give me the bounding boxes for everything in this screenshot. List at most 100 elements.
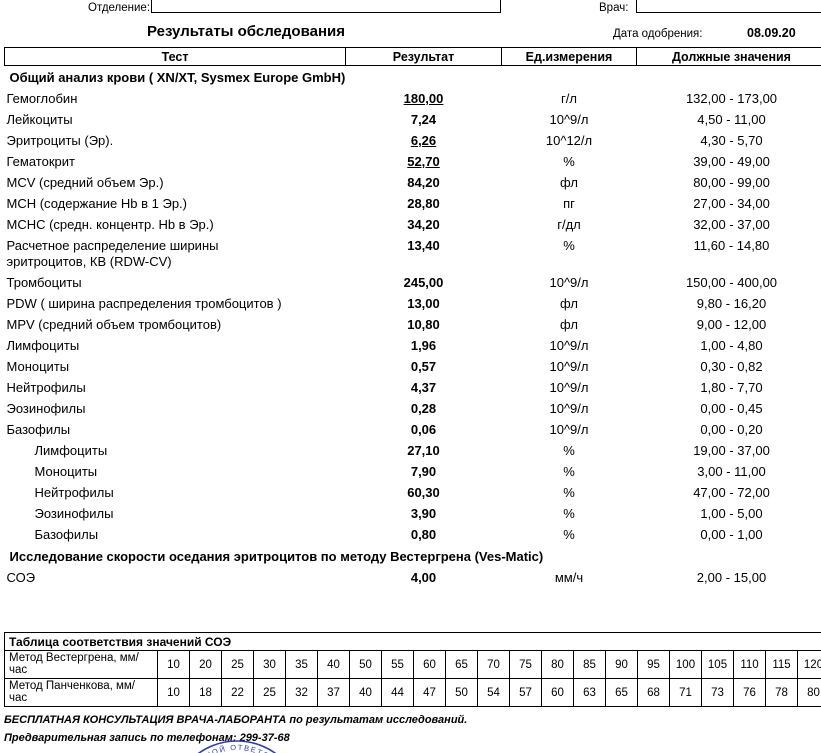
soe-value-cell: 30 bbox=[253, 651, 285, 678]
soe-value-cell: 78 bbox=[765, 679, 797, 706]
result-row: Лейкоциты 7,24 10^9/л 4,50 - 11,00 bbox=[5, 109, 821, 130]
section-title-row: Исследование скорости оседания эритроцит… bbox=[5, 545, 821, 567]
unit-cell: % bbox=[563, 154, 575, 169]
soe-value-cell: 50 bbox=[349, 651, 381, 678]
doctor-field bbox=[636, 0, 821, 13]
result-row: MCHC (средн. концентр. Hb в Эр.) 34,20 г… bbox=[5, 214, 821, 235]
reference-range-cell: 39,00 - 49,00 bbox=[693, 154, 770, 169]
result-value-cell: 7,90 bbox=[346, 461, 502, 482]
soe-values-westergren: 10 20 25 30 35 40 50 55 60 65 70 75 80 85 90 95 100 105 11… bbox=[157, 651, 821, 678]
form-header: Отделение: Врач: bbox=[0, 0, 821, 16]
result-value-cell: 4,00 bbox=[346, 567, 502, 588]
test-name-cell: Расчетное распределение ширины эритроцит… bbox=[6, 238, 219, 269]
test-name-cell: Нейтрофилы bbox=[34, 485, 114, 500]
stamp-text: С ОГРАНИЧЕННОЙ ОТВЕТСТВЕННОСТЬЮ bbox=[162, 735, 300, 753]
reference-range-cell: 132,00 - 173,00 bbox=[685, 91, 778, 106]
result-value-cell: 34,20 bbox=[346, 214, 502, 235]
test-name-cell: MCV (средний объем Эр.) bbox=[6, 175, 164, 190]
result-row: Расчетное распределение ширины эритроцит… bbox=[5, 235, 821, 272]
stamp-seal-icon: С ОГРАНИЧЕННОЙ ОТВЕТСТВЕННОСТЬЮ bbox=[162, 735, 301, 753]
result-value-cell: 27,10 bbox=[346, 440, 502, 461]
consultation-note: БЕСПЛАТНАЯ КОНСУЛЬТАЦИЯ ВРАЧА-ЛАБОРАНТА … bbox=[4, 714, 468, 726]
result-value: 10,80 bbox=[407, 317, 440, 332]
reference-range-cell: 0,30 - 0,82 bbox=[700, 359, 763, 374]
unit-cell: 10^9/л bbox=[549, 401, 589, 416]
approval-date-value: 08.09.20 bbox=[747, 26, 796, 40]
result-row: PDW ( ширина распределения тромбоцитов )… bbox=[5, 293, 821, 314]
soe-correspondence-table: Таблица соответствия значений СОЭ Метод … bbox=[4, 632, 821, 707]
result-value: 60,30 bbox=[407, 485, 440, 500]
result-row: MPV (средний объем тромбоцитов) 10,80 фл… bbox=[5, 314, 821, 335]
test-name-cell: MCHC (средн. концентр. Hb в Эр.) bbox=[6, 217, 214, 232]
result-value-cell: 3,90 bbox=[346, 503, 502, 524]
reference-range-cell: 2,00 - 15,00 bbox=[696, 570, 767, 585]
result-value: 4,37 bbox=[410, 380, 437, 395]
department-field bbox=[151, 0, 501, 13]
soe-value-cell: 120 bbox=[797, 651, 821, 678]
test-name-cell: Гемоглобин bbox=[6, 91, 78, 106]
result-row: Гемоглобин 180,00 г/л 132,00 - 173,00 bbox=[5, 88, 821, 109]
result-row: Лимфоциты 1,96 10^9/л 1,00 - 4,80 bbox=[5, 335, 821, 356]
soe-value-cell: 10 bbox=[157, 679, 189, 706]
unit-cell: 10^9/л bbox=[549, 112, 589, 127]
soe-value-cell: 37 bbox=[317, 679, 349, 706]
test-name-cell: Базофилы bbox=[34, 527, 99, 542]
soe-value-cell: 115 bbox=[765, 651, 797, 678]
reference-range-cell: 32,00 - 37,00 bbox=[693, 217, 770, 232]
result-value: 0,28 bbox=[410, 401, 437, 416]
soe-value-cell: 54 bbox=[477, 679, 509, 706]
result-value: 180,00 bbox=[403, 91, 444, 106]
soe-values-panchenkov: 10 18 22 25 32 37 40 44 47 50 54 57 60 63 65 68 71 73 76 78… bbox=[157, 679, 821, 706]
reference-range-cell: 150,00 - 400,00 bbox=[685, 275, 778, 290]
section-0-header: Общий анализ крови ( XN/XT, Sysmex Europ… bbox=[5, 66, 821, 89]
test-name-cell: Моноциты bbox=[34, 464, 98, 479]
result-row: Базофилы 0,06 10^9/л 0,00 - 0,20 bbox=[5, 419, 821, 440]
test-name-cell: MCH (содержание Hb в 1 Эр.) bbox=[6, 196, 188, 211]
reference-range-cell: 19,00 - 37,00 bbox=[693, 443, 770, 458]
unit-cell: 10^9/л bbox=[549, 422, 589, 437]
reference-range-cell: 1,80 - 7,70 bbox=[700, 380, 763, 395]
result-row: Эозинофилы 0,28 10^9/л 0,00 - 0,45 bbox=[5, 398, 821, 419]
result-value: 13,00 bbox=[407, 296, 440, 311]
soe-value-cell: 110 bbox=[733, 651, 765, 678]
column-header-reference: Должные значения bbox=[636, 47, 821, 66]
soe-value-cell: 90 bbox=[605, 651, 637, 678]
result-value: 1,96 bbox=[410, 338, 437, 353]
section-title: Исследование скорости оседания эритроцит… bbox=[9, 549, 544, 564]
soe-value-cell: 80 bbox=[797, 679, 821, 706]
section-title-row: Общий анализ крови ( XN/XT, Sysmex Europ… bbox=[5, 66, 821, 89]
result-value-cell: 0,57 bbox=[346, 356, 502, 377]
soe-row-panchenkov: Метод Панченкова, мм/час 10 18 22 25 32 37 40 4… bbox=[5, 679, 821, 706]
doctor-label: Врач: bbox=[599, 2, 629, 14]
unit-cell: пг bbox=[563, 196, 575, 211]
soe-value-cell: 10 bbox=[157, 651, 189, 678]
soe-value-cell: 73 bbox=[701, 679, 733, 706]
soe-method-label: Метод Вестергрена, мм/час bbox=[9, 652, 139, 676]
result-row: Моноциты 7,90 % 3,00 - 11,00 bbox=[5, 461, 821, 482]
svg-text:С ОГРАНИЧЕННОЙ ОТВЕТСТВЕННОСТЬ: С ОГРАНИЧЕННОЙ ОТВЕТСТВЕННОСТЬЮ bbox=[162, 735, 301, 753]
department-label: Отделение: bbox=[88, 2, 151, 14]
result-value-cell: 52,70 bbox=[346, 151, 502, 172]
reference-range-cell: 27,00 - 34,00 bbox=[693, 196, 770, 211]
unit-cell: 10^9/л bbox=[549, 380, 589, 395]
unit-cell: мм/ч bbox=[554, 570, 584, 585]
soe-value-cell: 18 bbox=[189, 679, 221, 706]
reference-range-cell: 80,00 - 99,00 bbox=[693, 175, 770, 190]
result-value: 0,06 bbox=[410, 422, 437, 437]
soe-value-cell: 60 bbox=[413, 651, 445, 678]
test-name-cell: MPV (средний объем тромбоцитов) bbox=[6, 317, 222, 332]
soe-value-cell: 80 bbox=[541, 651, 573, 678]
unit-cell: % bbox=[563, 443, 575, 458]
test-name-cell: Тромбоциты bbox=[6, 275, 82, 290]
section-0-rows: Гемоглобин 180,00 г/л 132,00 - 173,00 Ле… bbox=[5, 88, 821, 545]
soe-value-cell: 100 bbox=[669, 651, 701, 678]
result-value-cell: 60,30 bbox=[346, 482, 502, 503]
unit-cell: фл bbox=[560, 317, 578, 332]
result-value: 0,57 bbox=[410, 359, 437, 374]
reference-range-cell: 11,60 - 14,80 bbox=[693, 238, 770, 253]
unit-cell: % bbox=[563, 485, 575, 500]
soe-value-cell: 71 bbox=[669, 679, 701, 706]
result-row: Нейтрофилы 4,37 10^9/л 1,80 - 7,70 bbox=[5, 377, 821, 398]
results-header-row: Тест Результат Ед.измерения Должные знач… bbox=[4, 47, 821, 66]
unit-cell: г/л bbox=[561, 91, 577, 106]
